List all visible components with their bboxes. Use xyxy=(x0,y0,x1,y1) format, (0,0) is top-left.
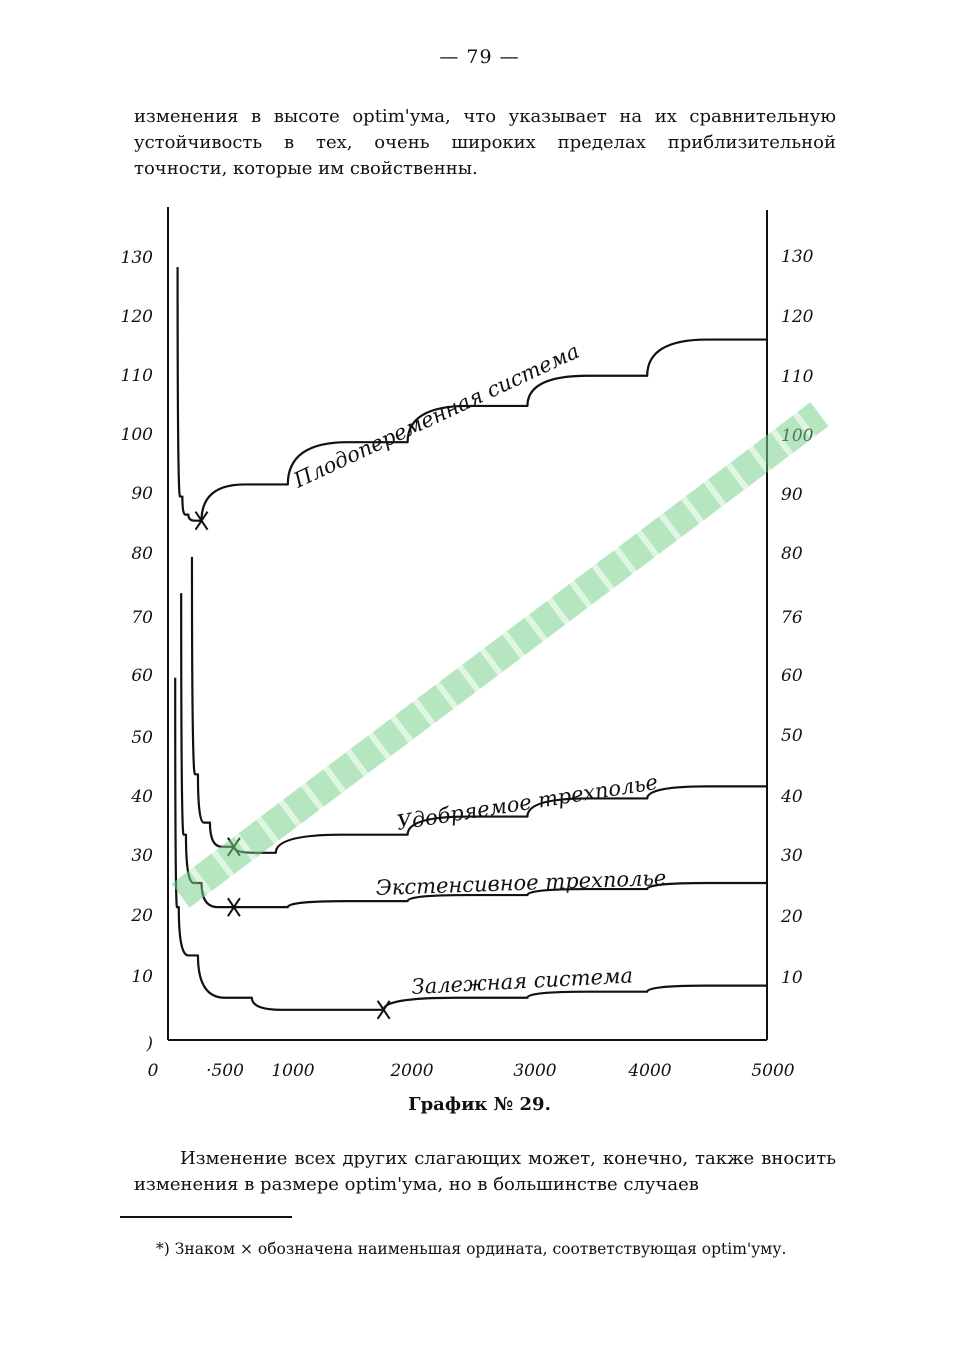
y-tick-label-right: 80 xyxy=(781,544,803,564)
paragraph-top: изменения в высоте optim'ума, что указыв… xyxy=(134,106,836,179)
y-tick-label-left: 20 xyxy=(130,906,153,926)
series-line-2 xyxy=(180,593,767,909)
y-tick-label-left: 30 xyxy=(131,846,153,866)
x-tick-label: 2000 xyxy=(389,1061,433,1081)
y-tick-label-left: 110 xyxy=(121,366,154,386)
y-tick-label-right: 30 xyxy=(781,846,803,866)
y-tick-label-left: 70 xyxy=(131,608,153,628)
x-tick-label: 1000 xyxy=(271,1061,314,1081)
y-tick-label-right: 10 xyxy=(781,968,803,988)
paragraph-bottom: Изменение всех других слагающих может, к… xyxy=(134,1148,836,1195)
series-label: Залежная система xyxy=(411,963,633,999)
footnote-rule xyxy=(120,1216,292,1218)
y-tick-label-left: 80 xyxy=(131,544,153,564)
y-tick-label-left: 130 xyxy=(121,248,154,268)
y-tick-label-right: 60 xyxy=(781,666,803,686)
series-label: Удобряемое трехполье xyxy=(395,770,659,835)
y-tick-label-left: 40 xyxy=(130,787,153,807)
y-tick-label-right: 50 xyxy=(781,726,803,746)
y-tick-label-left: 100 xyxy=(121,425,154,445)
y-tick-label-right: 110 xyxy=(781,367,814,387)
x-tick-label: 4000 xyxy=(627,1061,671,1081)
y-tick-label-right: 40 xyxy=(780,787,803,807)
y-tick-label-left: 90 xyxy=(131,484,153,504)
x-tick-label: 0 xyxy=(148,1061,159,1081)
x-tick-label: 3000 xyxy=(513,1061,556,1081)
footnote-text: *) Знаком × обозначена наименьшая ордина… xyxy=(156,1240,787,1258)
series-label: Экстенсивное трехполье xyxy=(375,866,666,900)
y-tick-label-left: ) xyxy=(145,1034,153,1054)
y-tick-label-right: 76 xyxy=(781,608,803,628)
y-tick-label-right: 100 xyxy=(781,426,814,446)
y-tick-label-right: 130 xyxy=(781,247,814,267)
x-tick-label: 5000 xyxy=(751,1061,794,1081)
y-tick-label-left: 50 xyxy=(131,728,153,748)
y-tick-label-right: 90 xyxy=(781,485,803,505)
series-line-3 xyxy=(174,677,767,1011)
footnote: *) Знаком × обозначена наименьшая ордина… xyxy=(114,1238,826,1260)
optimum-marker xyxy=(376,1000,391,1020)
x-tick-label: ·500 xyxy=(206,1061,244,1081)
page-number: — 79 — xyxy=(439,46,520,68)
chart-caption: График № 29. xyxy=(408,1094,551,1115)
y-tick-label-left: 120 xyxy=(121,307,154,327)
y-tick-label-left: 10 xyxy=(131,967,153,987)
series-label: Плодопеременная система xyxy=(289,339,583,493)
y-tick-label-right: 20 xyxy=(780,907,803,927)
y-tick-label-left: 60 xyxy=(131,666,153,686)
y-tick-label-right: 120 xyxy=(781,307,814,327)
